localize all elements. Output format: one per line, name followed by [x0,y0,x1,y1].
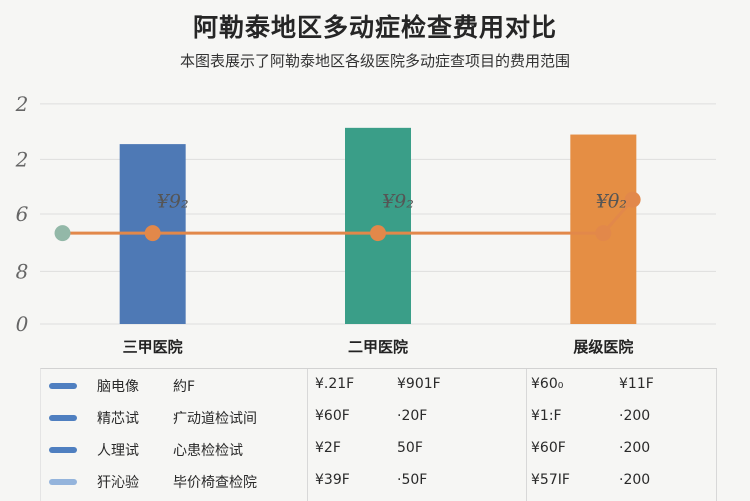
line-point [595,225,612,242]
table-cell: ¥60F [531,440,566,456]
table-cell: 脑电像 [97,379,139,395]
table-cell: ¥11F [619,376,654,392]
table-row: 精芯试 疒动道检试间 ¥60F ·20F ¥1:F ·200 [41,403,717,433]
table-divider [526,369,527,501]
table-cell: 約F [173,379,196,395]
legend-swatch [49,479,77,485]
table-cell: ·50F [397,472,428,488]
y-tick-label: 2 [15,92,29,116]
category-label: 三甲医院 [123,338,183,356]
table-row: 犴沁验 毕价椅查检院 ¥39F ·50F ¥57ΙF ·200 [41,467,717,497]
table-cell: ·20F [397,408,428,424]
category-label: 二甲医院 [348,338,408,356]
chart-title: 阿勒泰地区多动症检查费用对比 [192,13,557,42]
y-tick-label: 8 [16,259,29,283]
table-row: 人理试 心患检检试 ¥2F 50F ¥60F ·200 [41,435,717,465]
line-point [54,225,71,242]
line-point [144,225,161,242]
legend-swatch [49,383,77,389]
table-cell: ·200 [619,408,651,424]
table-cell: ¥39F [315,472,350,488]
table-row: 脑电像 約F ¥.21F ¥901F ¥60₀ ¥11F [41,371,717,401]
chart-subtitle: 本图表展示了阿勒泰地区各级医院多动症查项目的费用范围 [179,52,570,70]
table-cell: 人理试 [97,443,139,459]
y-tick-label: 2 [15,147,29,171]
data-label: ¥9₂ [157,190,189,212]
table-cell: 50F [397,440,423,456]
table-cell: 疒动道检试间 [173,411,257,427]
line-point [624,191,641,208]
table-cell: 毕价椅查检院 [173,475,257,491]
legend-swatch [49,415,77,421]
table-divider [307,369,308,501]
line-point [370,225,386,242]
y-tick-label: 0 [16,312,29,336]
table-cell: ¥2F [315,440,341,456]
table-cell: ·200 [619,472,651,488]
table-cell: ¥60F [315,408,350,424]
category-label: 展级医院 [573,338,633,356]
chart-area: 0 8 6 2 2 ¥9₂ ¥9₂ ¥θ₂ 三甲医院 二甲医院 展级医院 [15,92,716,356]
data-label: ¥9₂ [382,190,414,212]
cost-table: 脑电像 約F ¥.21F ¥901F ¥60₀ ¥11F 精芯试 疒动道检试间 ¥60F ·20F… [40,368,717,501]
table-cell: ¥1:F [531,408,562,424]
y-tick-label: 6 [16,202,29,226]
table-cell: ·200 [619,440,651,456]
table-cell: ¥.21F [315,376,355,392]
table-divider [716,369,717,501]
table-cell: ¥60₀ [531,376,564,392]
table-cell: 心患检检试 [173,443,243,459]
table-cell: 精芯试 [97,411,139,427]
legend-swatch [49,447,77,453]
table-cell: ¥901F [397,376,441,392]
table-cell: 犴沁验 [97,475,139,491]
data-label: ¥θ₂ [596,190,627,212]
table-cell: ¥57ΙF [531,472,570,488]
